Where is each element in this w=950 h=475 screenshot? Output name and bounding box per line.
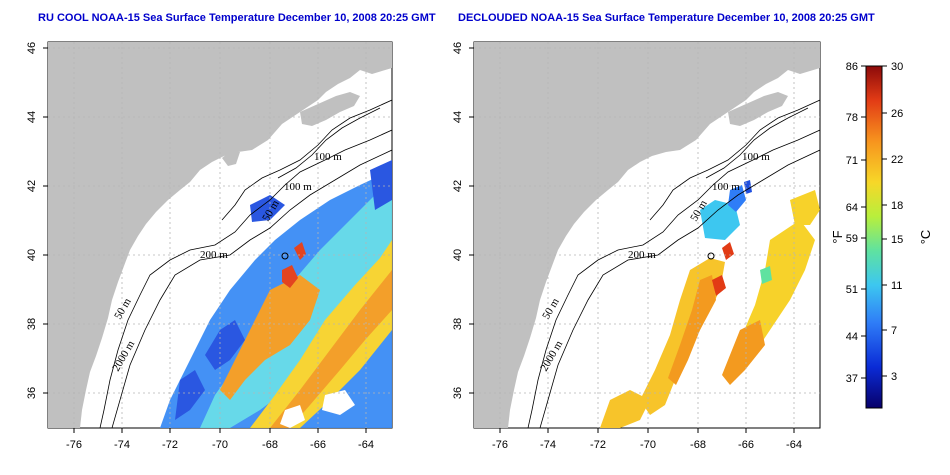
lon-tick-label: -74 — [540, 439, 556, 451]
left-panel-title: RU COOL NOAA-15 Sea Surface Temperature … — [38, 12, 436, 24]
lat-tick-label: 46 — [26, 42, 38, 54]
sst-swath-right — [600, 180, 820, 428]
station-marker — [281, 252, 289, 260]
lon-tick-label: -64 — [786, 439, 802, 451]
colorbar: 86 78 71 64 59 51 44 37 30 26 22 18 15 1… — [830, 61, 933, 409]
celsius-tick: 26 — [891, 108, 903, 120]
lon-tick-label: -74 — [114, 439, 130, 451]
fahrenheit-tick: 78 — [846, 112, 858, 124]
right-x-axis: -76 -74 -72 -70 -68 -66 -64 — [492, 428, 802, 451]
celsius-tick: 30 — [891, 61, 903, 73]
celsius-tick: 15 — [891, 234, 903, 246]
nova-scotia — [728, 92, 788, 126]
graticule-left — [48, 42, 392, 428]
sst-swath-left — [160, 160, 392, 428]
fahrenheit-tick: 64 — [846, 202, 858, 214]
lon-tick-label: -76 — [492, 439, 508, 451]
lat-tick-label: 36 — [452, 387, 464, 399]
lon-tick-label: -66 — [310, 439, 326, 451]
lat-tick-label: 40 — [452, 249, 464, 261]
fahrenheit-tick: 37 — [846, 373, 858, 385]
celsius-tick: 3 — [891, 371, 897, 383]
graticule-right — [474, 42, 820, 428]
celsius-tick: 7 — [891, 325, 897, 337]
contour-label-100m: 100 m — [314, 151, 342, 163]
contour-label-100m: 100 m — [742, 151, 770, 163]
left-map-panel: 100 m 100 m 50 m 200 m 50 m 2000 m -76 -… — [26, 41, 393, 451]
contour-label-100m-b: 100 m — [284, 181, 312, 193]
lat-tick-label: 36 — [26, 387, 38, 399]
lat-tick-label: 38 — [26, 318, 38, 330]
fahrenheit-unit-label: °F — [830, 230, 845, 243]
right-panel-title: DECLOUDED NOAA-15 Sea Surface Temperatur… — [458, 12, 875, 24]
lat-tick-label: 44 — [26, 111, 38, 123]
lat-tick-label: 42 — [452, 180, 464, 192]
fahrenheit-tick: 51 — [846, 284, 858, 296]
fahrenheit-tick: 44 — [846, 331, 858, 343]
celsius-tick: 11 — [891, 280, 902, 292]
fahrenheit-tick: 59 — [846, 233, 858, 245]
lon-tick-label: -70 — [640, 439, 656, 451]
lon-tick-label: -72 — [590, 439, 606, 451]
left-x-axis: -76 -74 -72 -70 -68 -66 -64 — [66, 428, 374, 451]
colorbar-gradient — [865, 65, 883, 409]
station-marker — [707, 252, 715, 260]
lon-tick-label: -76 — [66, 439, 82, 451]
contour-label-200m: 200 m — [200, 249, 228, 261]
lon-tick-label: -64 — [358, 439, 374, 451]
lon-tick-label: -68 — [262, 439, 278, 451]
lat-tick-label: 38 — [452, 318, 464, 330]
land-mass — [474, 42, 820, 428]
fahrenheit-tick: 86 — [846, 61, 858, 73]
land-mass — [48, 42, 392, 428]
lon-tick-label: -66 — [738, 439, 754, 451]
lon-tick-label: -68 — [690, 439, 706, 451]
contour-label-100m-b: 100 m — [712, 181, 740, 193]
lat-tick-label: 40 — [26, 249, 38, 261]
celsius-unit-label: °C — [918, 230, 933, 245]
right-map-panel: 100 m 100 m 50 m 200 m 50 m 2000 m -76 -… — [452, 41, 821, 451]
right-y-axis: 46 44 42 40 38 36 — [452, 42, 474, 399]
lon-tick-label: -70 — [212, 439, 228, 451]
celsius-tick: 22 — [891, 154, 903, 166]
lon-tick-label: -72 — [162, 439, 178, 451]
bathymetry-contours-right — [527, 99, 820, 428]
left-y-axis: 46 44 42 40 38 36 — [26, 42, 48, 399]
fahrenheit-tick: 71 — [846, 155, 858, 167]
bathymetry-contours-left — [99, 99, 392, 428]
lat-tick-label: 46 — [452, 42, 464, 54]
lat-tick-label: 44 — [452, 111, 464, 123]
lat-tick-label: 42 — [26, 180, 38, 192]
contour-label-200m: 200 m — [628, 249, 656, 261]
cape-cod — [222, 150, 240, 166]
celsius-tick: 18 — [891, 200, 903, 212]
nova-scotia — [300, 92, 360, 126]
